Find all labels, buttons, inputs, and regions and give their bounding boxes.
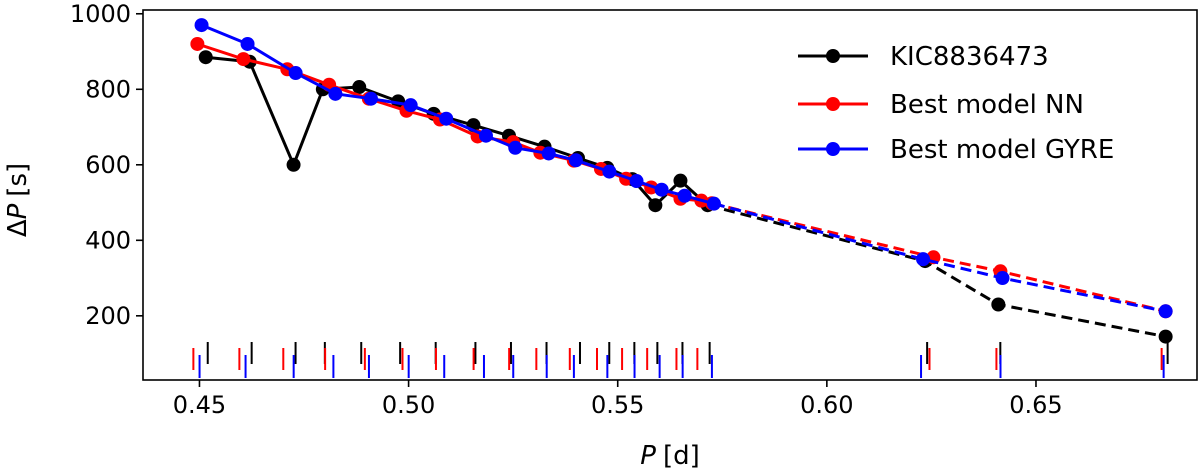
y-tick-label: 400	[85, 226, 131, 254]
data-point-kic8836473	[673, 173, 688, 188]
x-tick-label: 0.55	[591, 391, 644, 419]
legend-entry-kic8836473: KIC8836473	[798, 42, 1049, 72]
x-axis-label-var: P	[640, 441, 656, 471]
series-line-dashed-kic8836473	[707, 203, 1166, 339]
y-tick-label: 200	[85, 302, 131, 330]
legend-label-best-model-gyre: Best model GYRE	[890, 135, 1114, 165]
x-tick-label: 0.60	[800, 391, 853, 419]
data-point-best-model-gyre	[602, 164, 617, 179]
legend-label-kic8836473: KIC8836473	[890, 42, 1049, 72]
series-line-dashed-best-model-nn	[711, 201, 1166, 313]
y-tick-label: 1000	[70, 0, 131, 28]
data-point-best-model-gyre	[194, 18, 209, 33]
data-point-kic8836473	[198, 50, 213, 65]
data-point-kic8836473	[352, 80, 367, 95]
data-point-kic8836473	[286, 157, 301, 172]
legend-entry-best-model-nn: Best model NN	[798, 90, 1084, 120]
y-axis-label-prefix: Δ	[3, 219, 33, 237]
data-point-best-model-gyre	[629, 174, 644, 189]
data-point-best-model-gyre	[403, 98, 418, 113]
data-point-kic8836473	[648, 198, 663, 213]
data-point-best-model-gyre	[288, 66, 303, 81]
y-axis-label: ΔP [s]	[3, 163, 33, 237]
x-tick-label: 0.65	[1009, 391, 1062, 419]
x-tick-label: 0.50	[382, 391, 435, 419]
y-axis: 200 400 600 800 1000	[70, 0, 143, 330]
data-point-best-model-gyre	[677, 188, 692, 203]
series-line-solid-best-model-gyre	[201, 23, 715, 206]
data-point-kic8836473	[1158, 329, 1173, 344]
data-point-best-model-gyre	[995, 271, 1010, 286]
y-tick-label: 800	[85, 75, 131, 103]
legend-label-best-model-nn: Best model NN	[890, 90, 1084, 120]
legend-marker-best-model-nn	[826, 97, 840, 111]
data-point-best-model-gyre	[508, 140, 523, 155]
legend-marker-best-model-gyre	[826, 142, 840, 156]
x-axis-label: P [d]	[640, 441, 699, 471]
data-point-best-model-gyre	[541, 146, 556, 161]
data-point-best-model-gyre	[363, 91, 378, 106]
data-point-best-model-gyre	[328, 86, 343, 101]
data-point-best-model-gyre	[706, 196, 721, 211]
x-axis: 0.45 0.50 0.55 0.60 0.65	[173, 380, 1063, 419]
x-axis-label-unit: [d]	[663, 441, 700, 471]
y-tick-label: 600	[85, 151, 131, 179]
rug-best-model-gyre	[198, 355, 1165, 378]
series-line-solid-kic8836473	[205, 55, 709, 207]
data-point-best-model-gyre	[240, 36, 255, 51]
series-line-dashed-best-model-gyre	[713, 202, 1166, 313]
x-tick-label: 0.45	[173, 391, 226, 419]
legend: KIC8836473 Best model NN Best model GYRE	[798, 42, 1114, 165]
plot-frame	[142, 9, 1198, 381]
data-point-best-model-gyre	[916, 252, 931, 267]
legend-entry-best-model-gyre: Best model GYRE	[798, 135, 1114, 165]
legend-marker-kic8836473	[826, 49, 840, 63]
y-axis-label-var: P	[3, 203, 33, 219]
y-axis-label-unit: [s]	[3, 163, 33, 197]
plot-content	[190, 18, 1173, 378]
series-best-model-gyre	[194, 18, 1173, 319]
data-point-best-model-gyre	[478, 128, 493, 143]
data-point-kic8836473	[991, 297, 1006, 312]
data-point-best-model-gyre	[568, 153, 583, 168]
data-point-best-model-nn	[236, 52, 251, 67]
data-point-best-model-gyre	[439, 111, 454, 126]
rug-kic8836473	[206, 342, 1169, 364]
data-point-best-model-gyre	[1158, 304, 1173, 319]
rug-best-model-nn	[192, 348, 1163, 370]
data-point-best-model-gyre	[654, 182, 669, 197]
data-point-best-model-nn	[190, 36, 205, 51]
